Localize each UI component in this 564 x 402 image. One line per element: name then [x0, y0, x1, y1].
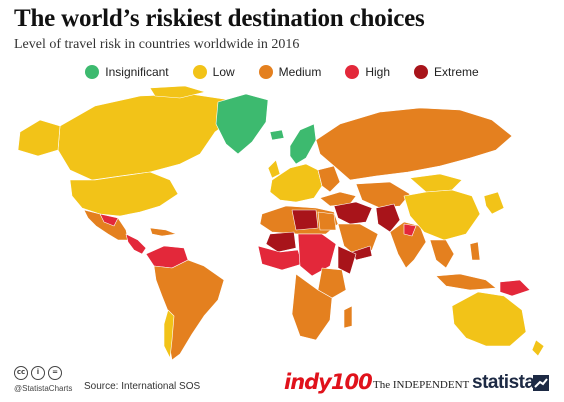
footer: cc i = @StatistaCharts Source: Internati…	[0, 364, 564, 402]
chart-subtitle: Level of travel risk in countries worldw…	[14, 37, 300, 52]
region-india-northeast	[403, 223, 417, 237]
social-handle[interactable]: @StatistaCharts	[14, 384, 73, 393]
legend-label-high: High	[365, 65, 391, 79]
region-somalia	[337, 245, 357, 275]
legend-item-extreme: Extreme	[414, 65, 479, 79]
region-mali-sahel	[265, 231, 297, 253]
indy100-logo[interactable]: indy100	[284, 370, 373, 394]
legend-swatch-medium	[258, 65, 273, 79]
legend-swatch-extreme	[414, 65, 429, 79]
region-china	[403, 189, 481, 241]
region-libya	[291, 209, 319, 231]
legend-label-insignificant: Insignificant	[105, 65, 169, 79]
region-east-africa	[317, 267, 347, 299]
region-indonesia	[435, 273, 497, 291]
region-iceland	[269, 129, 285, 141]
legend-item-insignificant: Insignificant	[85, 65, 169, 79]
region-india	[389, 221, 427, 269]
world-risk-map	[17, 85, 545, 361]
region-central-america	[125, 233, 147, 255]
legend-item-low: Low	[192, 65, 235, 79]
region-russia	[315, 107, 513, 181]
region-greenland	[215, 93, 269, 155]
legend-label-extreme: Extreme	[434, 65, 479, 79]
region-korea-japan	[483, 191, 505, 215]
region-caribbean	[149, 227, 177, 237]
cc-icon[interactable]: cc	[14, 366, 28, 380]
region-new-zealand	[531, 339, 545, 357]
region-southeast-asia	[429, 239, 455, 269]
region-papua	[499, 279, 531, 297]
region-canada-islands	[149, 85, 206, 99]
region-philippines	[469, 241, 481, 261]
region-mexico-north	[99, 213, 119, 227]
region-usa	[69, 171, 179, 217]
attribution-icon[interactable]: i	[31, 366, 45, 380]
source-note: Source: International SOS	[84, 381, 201, 392]
region-central-africa	[297, 233, 337, 277]
region-chile-uruguay	[163, 309, 175, 359]
region-afghanistan-pakistan	[375, 203, 401, 233]
legend-label-low: Low	[212, 65, 235, 79]
region-madagascar	[343, 305, 353, 329]
region-scandinavia	[289, 123, 317, 165]
legend-swatch-insignificant	[85, 65, 100, 79]
region-uk	[267, 159, 281, 179]
legend: Insignificant Low Medium High Extreme	[0, 62, 564, 82]
region-southern-africa	[291, 273, 333, 341]
region-canada	[57, 93, 241, 181]
region-middle-east	[333, 201, 373, 225]
independent-logo[interactable]: The INDEPENDENT	[373, 379, 470, 391]
region-eastern-europe	[317, 165, 341, 193]
statista-logo-text[interactable]: statista	[472, 372, 535, 393]
region-australia	[451, 291, 527, 347]
legend-item-medium: Medium	[258, 65, 322, 79]
legend-swatch-high	[345, 65, 360, 79]
legend-swatch-low	[192, 65, 207, 79]
legend-item-high: High	[345, 65, 390, 79]
region-europe	[269, 163, 323, 203]
statista-logo-icon	[533, 375, 549, 391]
region-mongolia	[409, 173, 463, 193]
no-derivatives-icon[interactable]: =	[48, 366, 62, 380]
region-turkey-caucasus	[319, 191, 357, 207]
region-egypt	[317, 211, 337, 231]
legend-label-medium: Medium	[278, 65, 322, 79]
cc-license-icons: cc i =	[14, 366, 62, 380]
region-alaska	[17, 119, 61, 157]
region-central-asia	[355, 181, 411, 209]
chart-title: The world’s riskiest destination choices	[14, 5, 425, 32]
